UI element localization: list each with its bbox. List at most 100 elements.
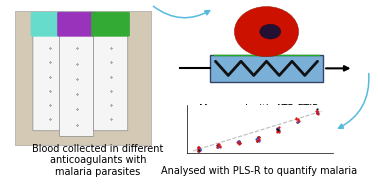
FancyBboxPatch shape: [93, 33, 128, 131]
Point: [236, 141, 242, 144]
Point: [276, 129, 282, 132]
Text: Measured with ATR-FTIR: Measured with ATR-FTIR: [199, 104, 319, 114]
Point: [256, 137, 262, 140]
Point: [214, 143, 220, 146]
FancyBboxPatch shape: [57, 12, 96, 36]
Point: [235, 142, 241, 145]
Point: [294, 120, 300, 123]
Point: [254, 139, 260, 142]
Point: [295, 118, 301, 121]
Point: [255, 135, 261, 138]
Point: [314, 108, 320, 111]
Point: [315, 111, 321, 114]
Point: [254, 139, 260, 142]
Point: [314, 110, 320, 113]
Point: [293, 117, 299, 120]
Point: [276, 129, 282, 132]
Point: [274, 127, 280, 130]
Ellipse shape: [260, 24, 281, 39]
Point: [274, 127, 280, 130]
Point: [195, 149, 201, 152]
Point: [295, 121, 301, 124]
Point: [275, 127, 281, 130]
Point: [274, 129, 280, 132]
Point: [314, 111, 320, 114]
Point: [216, 144, 222, 147]
Point: [256, 136, 262, 139]
Point: [215, 145, 222, 147]
Point: [254, 139, 260, 142]
Point: [197, 147, 203, 150]
Point: [214, 145, 220, 148]
Point: [256, 139, 262, 142]
Point: [255, 139, 261, 142]
Point: [195, 145, 201, 148]
Point: [274, 129, 280, 132]
Point: [195, 148, 201, 151]
Point: [254, 139, 260, 142]
FancyBboxPatch shape: [59, 33, 94, 136]
Point: [293, 117, 299, 120]
Point: [294, 121, 300, 124]
Point: [314, 112, 321, 115]
Point: [256, 139, 262, 142]
Point: [215, 142, 221, 145]
FancyBboxPatch shape: [91, 12, 130, 36]
Point: [237, 141, 243, 144]
Point: [313, 109, 319, 112]
Point: [217, 144, 223, 147]
Point: [195, 149, 201, 152]
Point: [256, 136, 262, 139]
Point: [253, 137, 259, 140]
Point: [275, 128, 281, 131]
Point: [313, 112, 319, 115]
Point: [195, 148, 201, 151]
Point: [234, 141, 240, 144]
Point: [195, 146, 201, 149]
Point: [314, 109, 320, 112]
Point: [236, 141, 242, 144]
Point: [236, 140, 242, 143]
Point: [215, 145, 222, 147]
Point: [296, 119, 302, 122]
Point: [255, 136, 261, 139]
Point: [274, 128, 280, 131]
Point: [235, 141, 241, 144]
Point: [235, 140, 241, 143]
Point: [276, 130, 282, 133]
Point: [235, 140, 241, 143]
Text: Blood collected in different
anticoagulants with
malaria parasites: Blood collected in different anticoagula…: [32, 144, 164, 177]
Point: [196, 148, 202, 151]
Point: [197, 148, 203, 151]
Point: [276, 126, 282, 129]
Point: [217, 146, 223, 149]
Point: [275, 128, 281, 131]
FancyBboxPatch shape: [33, 33, 67, 131]
FancyBboxPatch shape: [31, 12, 69, 36]
Point: [214, 145, 220, 148]
FancyBboxPatch shape: [15, 11, 151, 145]
Point: [314, 112, 321, 115]
Point: [314, 111, 320, 114]
Point: [236, 140, 242, 143]
Point: [294, 118, 301, 121]
Point: [256, 136, 262, 139]
Point: [196, 148, 202, 151]
Point: [196, 145, 202, 148]
Text: Analysed with PLS-R to quantify malaria: Analysed with PLS-R to quantify malaria: [161, 166, 357, 176]
Point: [275, 128, 281, 131]
Point: [215, 145, 221, 148]
Ellipse shape: [234, 7, 299, 57]
Point: [237, 142, 243, 145]
FancyBboxPatch shape: [210, 55, 323, 82]
Point: [216, 142, 222, 145]
Point: [197, 148, 203, 151]
Point: [274, 130, 280, 133]
Point: [195, 145, 201, 148]
Point: [196, 150, 202, 153]
Point: [254, 137, 260, 140]
Point: [236, 140, 242, 143]
Point: [236, 142, 242, 145]
Point: [274, 127, 280, 130]
Point: [197, 149, 203, 152]
